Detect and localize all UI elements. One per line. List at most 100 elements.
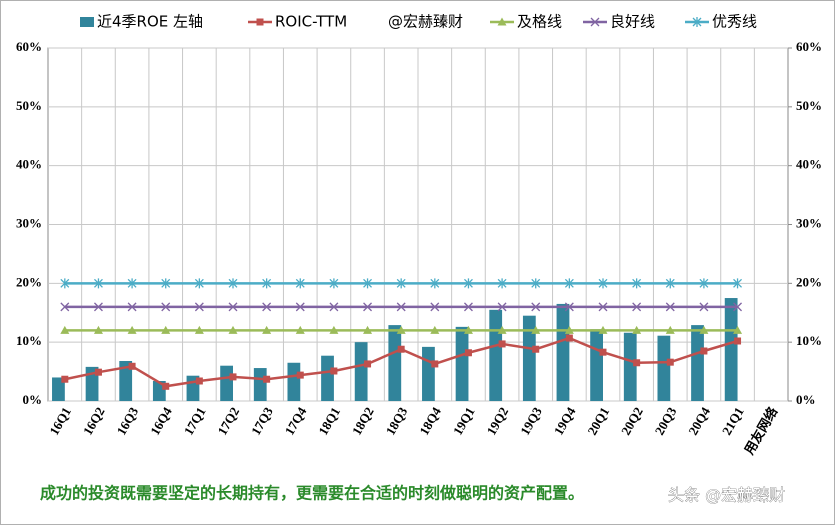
point <box>396 325 406 334</box>
point <box>262 325 272 334</box>
y-tick-label: 30% <box>16 215 42 230</box>
point <box>127 325 137 334</box>
point <box>532 345 540 353</box>
y-tick-label: 10% <box>16 333 42 348</box>
point <box>733 325 743 334</box>
point <box>531 325 541 334</box>
point <box>330 367 338 375</box>
legend-label: 良好线 <box>610 13 655 31</box>
point <box>60 302 70 312</box>
point <box>699 302 709 312</box>
point <box>498 340 506 348</box>
point <box>329 325 339 334</box>
point <box>161 278 171 289</box>
point <box>396 302 406 312</box>
legend-label: 近4季ROE 左轴 <box>97 13 203 31</box>
point <box>229 373 237 381</box>
bar <box>691 325 704 401</box>
point <box>632 302 642 312</box>
point <box>666 358 674 366</box>
bar <box>119 360 133 401</box>
point <box>564 325 574 334</box>
bar <box>354 342 368 401</box>
legend-label: ROIC-TTM <box>275 13 347 31</box>
bar <box>422 346 435 401</box>
point <box>396 278 406 289</box>
bar <box>522 315 536 401</box>
bar <box>724 298 738 401</box>
point <box>463 325 473 334</box>
bar <box>388 325 402 401</box>
y-tick-label: 50% <box>16 98 42 113</box>
point <box>463 302 473 312</box>
legend-marker <box>497 17 507 26</box>
point <box>161 302 171 312</box>
point <box>228 278 238 289</box>
point <box>263 375 271 383</box>
legend-marker <box>692 17 702 27</box>
point <box>599 348 607 356</box>
legend-label: 及格线 <box>517 13 562 31</box>
point <box>127 278 137 289</box>
point <box>464 349 472 357</box>
point <box>295 302 305 312</box>
legend-label: 优秀线 <box>712 13 757 31</box>
point <box>262 302 272 312</box>
y2-tick-label: 60% <box>796 39 822 54</box>
legend-swatch <box>80 17 94 27</box>
point <box>195 377 203 385</box>
point <box>61 375 69 383</box>
point <box>497 325 507 334</box>
point <box>295 325 305 334</box>
point <box>93 325 103 334</box>
point <box>734 337 742 345</box>
point <box>363 302 373 312</box>
footer: 成功的投资既需要坚定的长期持有，更需要在合适的时刻做聪明的资产配置。 <box>40 484 584 503</box>
point <box>194 302 204 312</box>
bar <box>556 303 570 401</box>
y2-tick-label: 40% <box>796 157 822 172</box>
point <box>598 278 608 289</box>
watermark: 头条 @宏赫臻财 <box>668 486 785 505</box>
point <box>127 302 137 312</box>
bar <box>455 326 469 401</box>
legend-marker <box>590 17 600 27</box>
point <box>194 325 204 334</box>
point <box>397 345 405 353</box>
point <box>531 302 541 312</box>
point <box>598 325 608 334</box>
point <box>128 362 136 370</box>
legend-marker <box>256 18 264 26</box>
point <box>364 360 372 368</box>
point <box>60 278 70 289</box>
point <box>430 302 440 312</box>
point <box>431 360 439 368</box>
point <box>463 278 473 289</box>
y-tick-label: 0% <box>23 392 43 407</box>
point <box>296 371 304 379</box>
y-tick-label: 40% <box>16 157 42 172</box>
point <box>228 325 238 334</box>
bar <box>253 368 267 401</box>
point <box>430 325 440 334</box>
bar <box>623 332 637 401</box>
y2-tick-label: 50% <box>796 98 822 113</box>
point <box>699 278 709 289</box>
point <box>161 325 171 334</box>
point <box>632 325 642 334</box>
point <box>564 302 574 312</box>
point <box>632 278 642 289</box>
point <box>94 368 102 376</box>
y2-tick-label: 30% <box>796 215 822 230</box>
point <box>565 334 573 342</box>
y-tick-label: 20% <box>16 274 42 289</box>
point <box>162 382 170 390</box>
bar <box>220 365 233 401</box>
y2-tick-label: 0% <box>796 392 816 407</box>
point <box>93 302 103 312</box>
point <box>329 278 339 289</box>
point <box>430 278 440 289</box>
point <box>665 325 675 334</box>
point <box>194 278 204 289</box>
